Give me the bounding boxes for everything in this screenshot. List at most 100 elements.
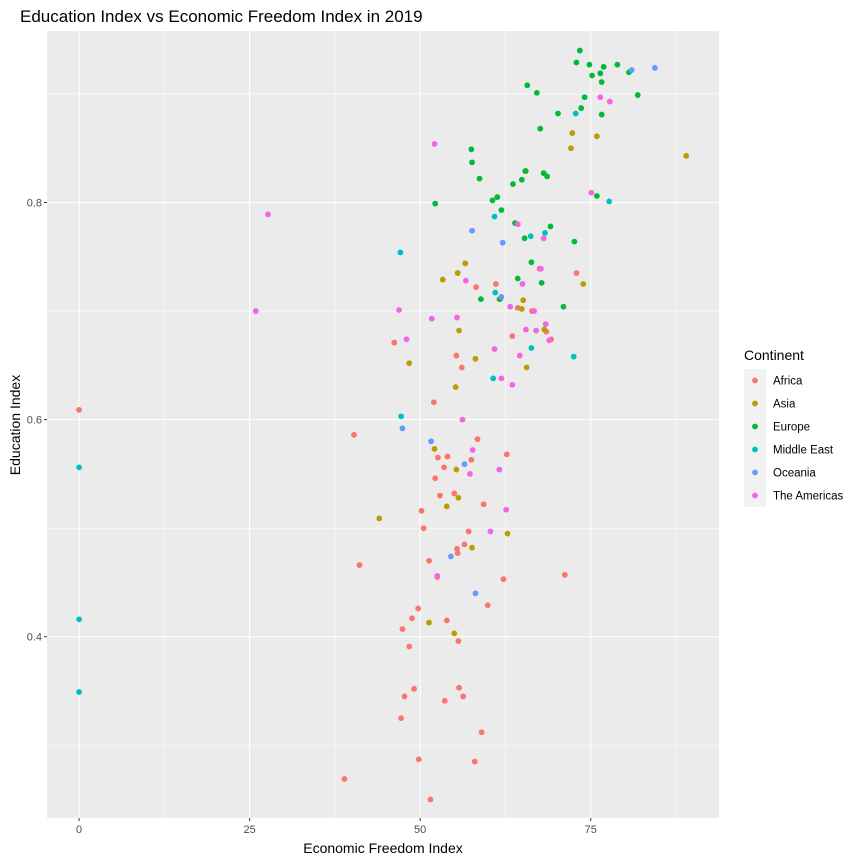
data-point-africa	[441, 697, 448, 704]
y-tick-label: 0.6	[27, 415, 42, 427]
data-point-europe	[524, 82, 531, 89]
data-point-the-americas	[542, 321, 549, 327]
data-point-asia	[683, 152, 690, 159]
data-point-europe	[593, 193, 600, 199]
data-point-europe	[547, 223, 554, 230]
data-point-middle-east	[606, 198, 613, 205]
data-point-the-americas	[491, 346, 498, 352]
y-axis: 0.4 0.6 0.8	[27, 198, 47, 644]
data-point-africa	[426, 557, 432, 564]
y-tick-label: 0.8	[27, 198, 42, 210]
data-point-europe	[555, 110, 561, 117]
data-point-asia	[455, 494, 462, 501]
data-point-middle-east	[490, 375, 497, 382]
data-point-oceania	[651, 65, 658, 71]
data-point-europe	[489, 197, 496, 204]
data-point-africa	[415, 605, 422, 612]
data-points	[76, 47, 690, 803]
data-point-the-americas	[503, 506, 510, 513]
data-point-the-americas	[265, 211, 271, 218]
data-point-the-americas	[509, 381, 516, 388]
data-point-europe	[573, 59, 580, 66]
legend-label-the-americas: The Americas	[773, 491, 844, 503]
data-point-africa	[432, 475, 439, 482]
data-point-africa	[458, 364, 465, 371]
data-point-africa	[351, 431, 357, 438]
data-point-oceania	[461, 461, 468, 468]
data-point-oceania	[447, 553, 454, 560]
legend-label-oceania: Oceania	[773, 468, 816, 480]
data-point-the-americas	[538, 265, 544, 272]
data-point-the-americas	[459, 416, 466, 423]
data-point-europe	[498, 207, 505, 214]
data-point-africa	[356, 562, 363, 568]
data-point-the-americas	[454, 314, 460, 321]
data-point-africa	[435, 454, 441, 461]
data-point-africa	[420, 525, 427, 532]
data-point-europe	[494, 194, 501, 200]
data-point-asia	[406, 360, 413, 367]
major-grid	[47, 31, 719, 818]
data-point-africa	[454, 550, 461, 557]
data-point-africa	[460, 693, 467, 700]
data-point-asia	[523, 364, 530, 371]
legend-label-africa: Africa	[773, 376, 803, 388]
data-point-europe	[510, 181, 516, 187]
data-point-europe	[634, 92, 641, 98]
data-point-the-americas	[540, 235, 547, 242]
data-point-middle-east	[76, 689, 82, 695]
data-point-europe	[578, 105, 585, 111]
data-point-africa	[455, 638, 462, 644]
data-point-asia	[469, 544, 475, 551]
data-point-africa	[461, 541, 468, 548]
data-point-europe	[571, 238, 578, 245]
data-point-the-americas	[546, 337, 553, 344]
data-point-africa	[478, 729, 485, 736]
data-point-africa	[480, 501, 487, 508]
legend-label-europe: Europe	[773, 422, 810, 434]
data-point-africa	[444, 453, 451, 460]
data-point-middle-east	[76, 616, 82, 623]
data-point-africa	[465, 528, 472, 535]
data-point-asia	[376, 515, 383, 522]
data-point-africa	[473, 284, 480, 291]
data-point-middle-east	[491, 213, 498, 220]
data-point-middle-east	[76, 464, 82, 471]
data-point-asia	[426, 619, 432, 626]
data-point-asia	[569, 130, 576, 136]
data-point-europe	[528, 259, 535, 266]
data-point-africa	[503, 451, 510, 458]
y-tick-label: 0.4	[27, 632, 42, 644]
data-point-africa	[454, 545, 460, 552]
data-point-europe	[586, 61, 593, 68]
data-point-the-americas	[516, 352, 523, 359]
data-point-middle-east	[570, 353, 577, 360]
data-point-africa	[415, 756, 422, 763]
data-point-europe	[537, 125, 544, 132]
x-tick-label: 25	[243, 824, 255, 836]
data-point-asia	[431, 446, 438, 452]
data-point-africa	[451, 490, 458, 497]
data-point-africa	[474, 436, 481, 443]
data-point-asia	[518, 305, 525, 312]
legend-swatch-middle-east	[752, 446, 758, 453]
data-point-asia	[593, 133, 600, 140]
data-point-oceania	[399, 425, 406, 432]
data-point-europe	[469, 159, 475, 166]
data-point-europe	[478, 296, 484, 303]
x-axis: 0 25 50 75	[76, 818, 597, 836]
legend: Continent Africa Asia Europe Middle East Oce…	[744, 347, 844, 507]
legend-swatch-africa	[752, 377, 758, 384]
data-point-asia	[520, 297, 527, 304]
data-point-africa	[456, 684, 462, 691]
data-point-asia	[580, 281, 587, 287]
data-point-africa	[453, 352, 460, 359]
data-point-the-americas	[606, 98, 613, 105]
data-point-oceania	[498, 294, 505, 300]
legend-label-middle-east: Middle East	[773, 445, 834, 457]
data-point-the-americas	[588, 189, 595, 196]
data-point-europe	[538, 279, 545, 286]
data-point-asia	[504, 530, 511, 537]
data-point-middle-east	[492, 289, 499, 296]
